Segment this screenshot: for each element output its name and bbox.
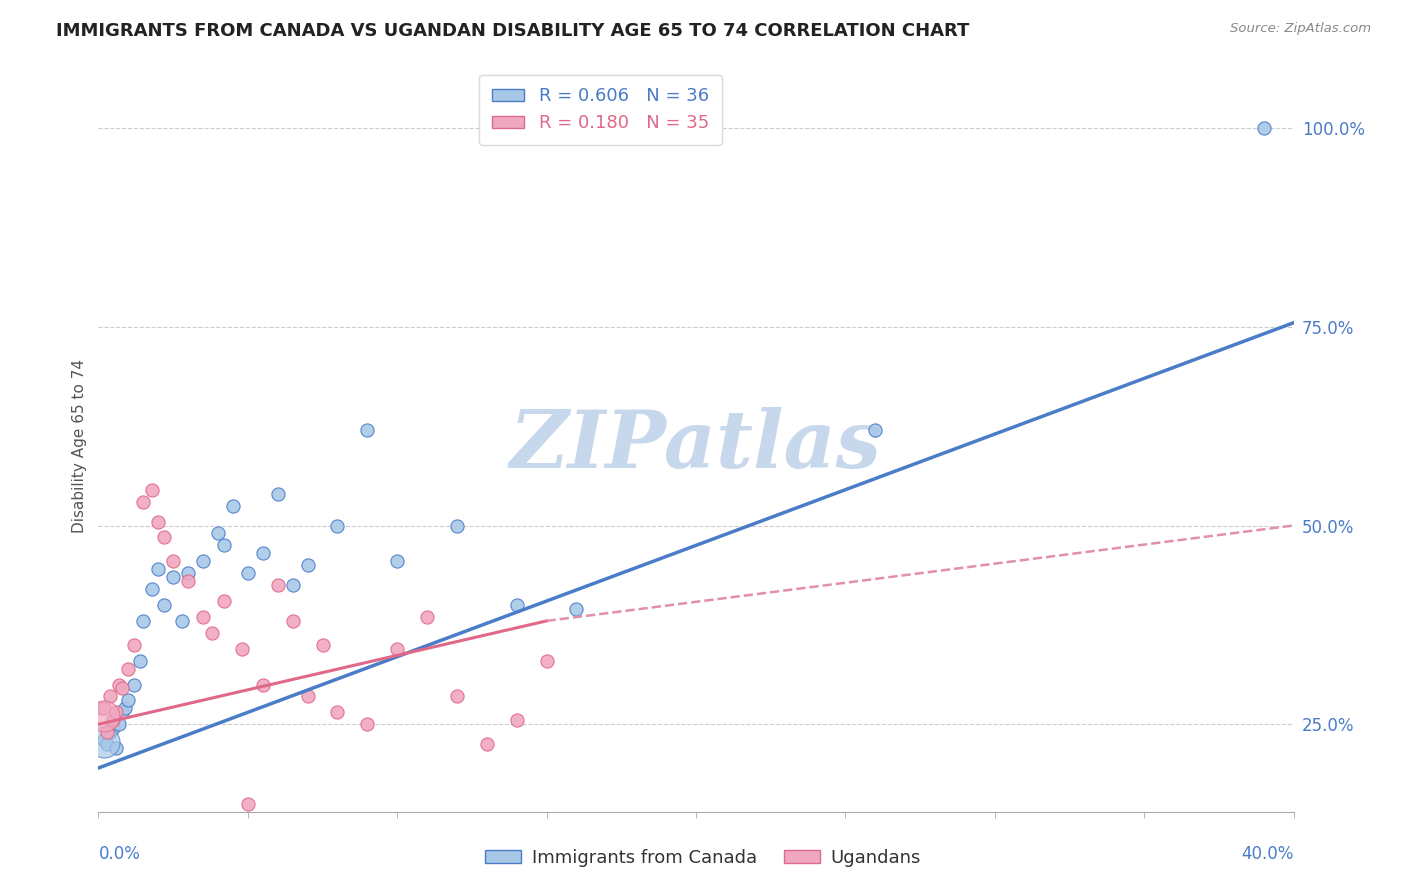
Point [105,706,128,720]
Point [297,558,319,573]
Point [356,423,378,437]
Point [326,706,349,720]
Text: 0.0%: 0.0% [98,845,141,863]
Text: ZIPatlas: ZIPatlas [510,408,882,484]
Point [326,518,349,533]
Point [212,594,235,608]
Point [124,638,146,652]
Point [385,641,409,656]
Point [172,614,194,628]
Point [103,714,125,728]
Point [356,717,378,731]
Point [385,554,409,568]
Point [105,741,128,756]
Point [132,494,155,508]
Point [191,554,214,568]
Point [153,598,176,612]
Point [311,638,333,652]
Point [93,701,115,715]
Point [108,677,131,691]
Point [124,677,146,691]
Point [162,570,184,584]
Point [506,598,529,612]
Point [536,654,558,668]
Point [111,681,134,696]
Point [162,554,184,568]
Text: 40.0%: 40.0% [1241,845,1294,863]
Point [212,538,235,552]
Point [153,530,176,544]
Point [132,614,155,628]
Point [201,625,224,640]
Point [207,526,229,541]
Point [93,709,115,723]
Point [141,483,163,497]
Point [117,662,139,676]
Point [446,518,468,533]
Text: IMMIGRANTS FROM CANADA VS UGANDAN DISABILITY AGE 65 TO 74 CORRELATION CHART: IMMIGRANTS FROM CANADA VS UGANDAN DISABI… [56,22,970,40]
Point [191,610,214,624]
Point [236,797,259,811]
Legend: Immigrants from Canada, Ugandans: Immigrants from Canada, Ugandans [478,842,928,874]
Point [281,578,304,592]
Point [90,701,112,715]
Legend: R = 0.606   N = 36, R = 0.180   N = 35: R = 0.606 N = 36, R = 0.180 N = 35 [479,75,721,145]
Point [148,515,170,529]
Point [1253,120,1275,135]
Point [129,654,152,668]
Point [297,690,319,704]
Point [267,486,290,500]
Point [96,725,118,739]
Point [177,574,200,589]
Point [565,602,588,616]
Point [114,701,136,715]
Point [865,423,887,437]
Point [148,562,170,576]
Text: Source: ZipAtlas.com: Source: ZipAtlas.com [1230,22,1371,36]
Point [446,690,468,704]
Point [98,690,122,704]
Point [98,725,122,739]
Point [506,714,529,728]
Point [96,737,118,751]
Point [252,677,274,691]
Point [177,566,200,581]
Point [93,733,115,747]
Point [222,499,245,513]
Point [103,721,125,735]
Point [231,641,253,656]
Point [267,578,290,592]
Point [117,693,139,707]
Y-axis label: Disability Age 65 to 74: Disability Age 65 to 74 [72,359,87,533]
Point [93,735,115,749]
Point [111,706,134,720]
Point [108,717,131,731]
Point [252,546,274,560]
Point [236,566,259,581]
Point [141,582,163,596]
Point [281,614,304,628]
Point [416,610,439,624]
Point [475,737,498,751]
